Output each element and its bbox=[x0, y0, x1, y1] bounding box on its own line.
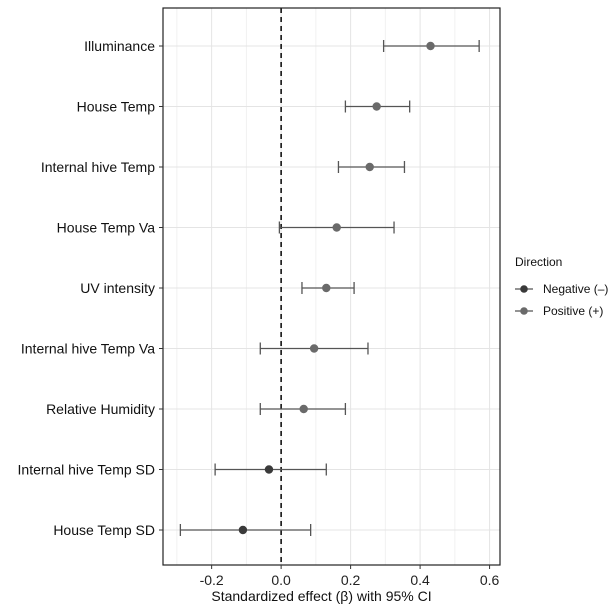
legend-item: Negative (–) bbox=[515, 282, 608, 296]
x-axis-title: Standardized effect (β) with 95% CI bbox=[211, 588, 431, 604]
estimate-point bbox=[322, 283, 331, 293]
estimate-point bbox=[372, 102, 381, 111]
estimate-row bbox=[179, 524, 312, 536]
estimate-point bbox=[332, 223, 341, 232]
x-tick-label: -0.2 bbox=[200, 572, 224, 588]
y-tick-label: House Temp Va bbox=[57, 220, 156, 236]
x-tick-label: 0.0 bbox=[271, 572, 291, 588]
estimate-row bbox=[259, 342, 369, 355]
legend-key-point bbox=[520, 285, 528, 293]
y-tick-label: Internal hive Temp bbox=[41, 159, 155, 175]
legend-label: Negative (–) bbox=[543, 282, 608, 296]
legend-label: Positive (+) bbox=[543, 304, 603, 318]
y-tick-label: UV intensity bbox=[80, 280, 155, 296]
estimate-row bbox=[278, 221, 395, 234]
legend: Direction Negative (–) Positive (+) bbox=[515, 255, 608, 318]
plot-panel-border bbox=[162, 7, 501, 566]
estimate-row bbox=[259, 403, 347, 415]
estimate-point bbox=[299, 404, 308, 414]
estimate-row bbox=[301, 282, 355, 294]
y-tick-label: Illuminance bbox=[84, 38, 155, 54]
y-tick-label: Internal hive Temp Va bbox=[21, 341, 155, 357]
estimates-layer bbox=[179, 40, 480, 536]
y-tick-label: Relative Humidity bbox=[46, 401, 155, 417]
legend-title: Direction bbox=[515, 255, 562, 269]
legend-items: Negative (–) Positive (+) bbox=[515, 282, 608, 318]
x-tick-label: 0.6 bbox=[480, 572, 500, 588]
estimate-point bbox=[365, 162, 374, 172]
x-axis-ticks: -0.2 0.0 0.2 0.4 0.6 bbox=[200, 565, 500, 588]
x-tick-label: 0.2 bbox=[341, 572, 361, 588]
estimate-point bbox=[264, 465, 274, 474]
legend-item: Positive (+) bbox=[515, 304, 603, 318]
y-tick-label: House Temp SD bbox=[53, 522, 155, 538]
estimate-row bbox=[214, 463, 327, 476]
x-tick-label: 0.4 bbox=[410, 572, 430, 588]
y-tick-label: Internal hive Temp SD bbox=[18, 462, 155, 478]
y-tick-label: House Temp bbox=[77, 99, 156, 115]
estimate-row bbox=[337, 161, 406, 173]
estimate-row bbox=[382, 40, 480, 52]
estimate-point bbox=[426, 41, 435, 51]
estimate-row bbox=[344, 100, 411, 113]
estimate-point bbox=[238, 525, 248, 535]
y-axis-labels: Illuminance House Temp Internal hive Temp H… bbox=[18, 38, 163, 538]
legend-key-point bbox=[520, 307, 528, 315]
estimate-point bbox=[309, 344, 319, 353]
